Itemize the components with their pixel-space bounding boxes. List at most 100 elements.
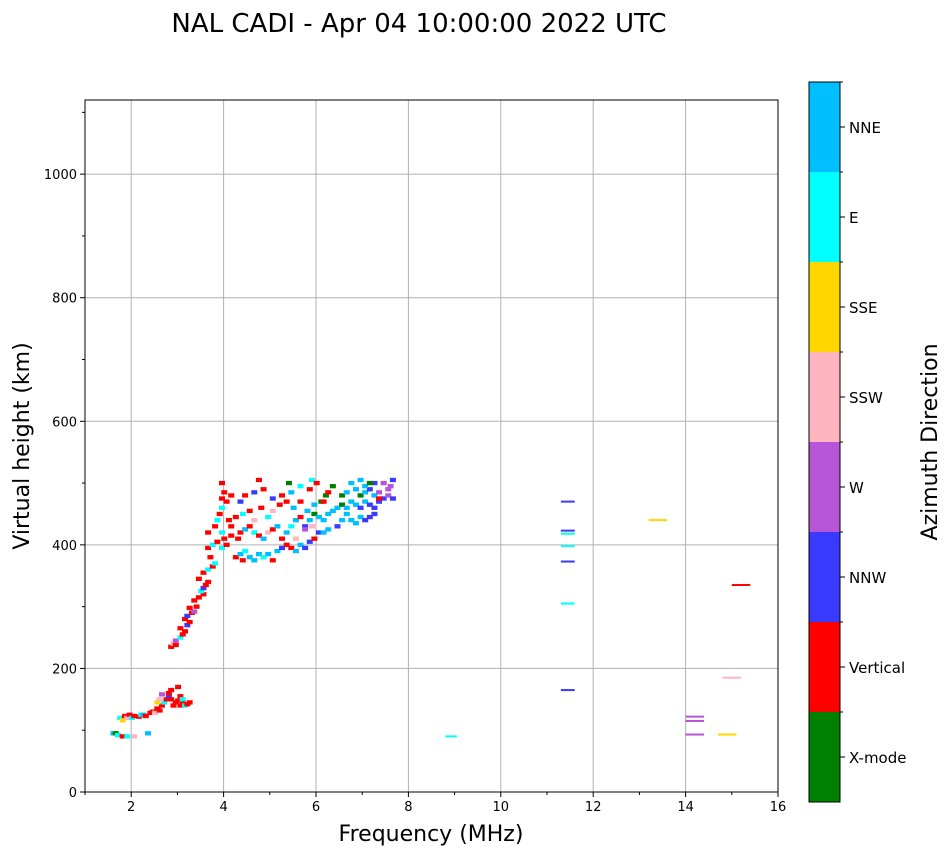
data-point [168,697,175,702]
data-point [269,496,276,501]
data-point [339,502,346,507]
data-point [297,499,304,504]
colorbar-segment [809,262,840,352]
data-point [177,635,184,640]
data-point [285,480,292,486]
data-point [251,530,258,535]
data-point [205,579,212,585]
colorbar-segment [809,172,840,262]
data-point [223,499,230,504]
data-point [193,604,200,609]
data-point [560,529,575,532]
data-point [228,524,235,529]
data-point [371,511,378,517]
data-point [232,555,239,560]
data-point [191,598,198,603]
data-point [131,734,138,739]
data-point [306,487,313,492]
data-point [119,718,126,723]
data-point [239,511,246,517]
data-point [560,602,575,605]
data-point [200,592,207,597]
colorbar-label-vertical: Vertical [849,659,905,677]
data-point [228,533,235,538]
plot-frame [84,99,779,793]
data-point [175,684,182,690]
data-point [269,527,276,532]
data-point [343,505,350,510]
colorbar-segment [809,352,840,442]
x-tick-label: 16 [770,800,787,815]
data-point [348,499,355,504]
data-point [205,567,212,572]
data-point [126,712,133,717]
data-point [306,539,313,544]
data-point [334,524,341,529]
data-point [235,536,242,541]
data-point [288,524,295,529]
data-point [246,555,253,560]
data-point [200,585,207,591]
data-point [168,687,175,693]
data-point [357,493,364,498]
data-point [313,480,320,486]
data-point [228,493,235,498]
data-point [279,536,286,541]
x-tick-label: 12 [585,800,602,815]
x-tick-label: 6 [312,800,320,815]
data-point [276,502,283,507]
y-tick-label: 400 [52,539,77,554]
data-point [560,500,575,503]
data-point [283,499,290,504]
data-point [223,542,230,548]
data-point [311,502,318,507]
data-point [218,496,225,501]
data-point [371,505,378,510]
data-point [156,708,163,713]
data-point [560,545,575,548]
x-tick-label: 14 [677,800,694,815]
x-tick-label: 10 [493,800,510,815]
data-point [186,619,193,625]
data-point [316,514,323,520]
data-point [154,700,161,705]
data-point [182,616,189,622]
y-tick-label: 600 [52,415,77,430]
data-point [258,505,265,510]
data-point [216,511,223,517]
colorbar-label-e: E [849,209,858,227]
data-point [218,480,225,486]
colorbar: X-mode Vertical NNW W SSW SSE E NNE [808,81,906,803]
y-tick-label: 200 [52,662,77,677]
data-point [260,536,267,541]
data-point [182,629,189,634]
data-point [320,517,327,523]
colorbar-frame [808,81,841,803]
data-point [179,700,186,705]
data-point [302,527,309,532]
data-point [124,715,131,721]
data-point [274,524,281,529]
data-point [237,499,244,504]
data-point [119,734,126,739]
data-point [357,514,364,520]
data-point [184,623,191,628]
data-point [288,490,295,495]
data-point [329,483,336,489]
data-point [283,530,290,535]
data-point [389,477,396,483]
data-point [212,524,219,529]
data-point [221,490,228,495]
colorbar-label-ssw: SSW [849,389,883,407]
data-point [269,508,276,514]
colorbar-label-w: W [849,479,864,497]
data-point [376,490,383,495]
data-point [387,483,394,489]
data-point [117,715,124,721]
data-point [362,483,369,489]
data-point [124,734,131,739]
data-point [274,548,281,554]
data-point [366,480,373,486]
data-point [279,493,286,498]
data-point [161,700,168,705]
